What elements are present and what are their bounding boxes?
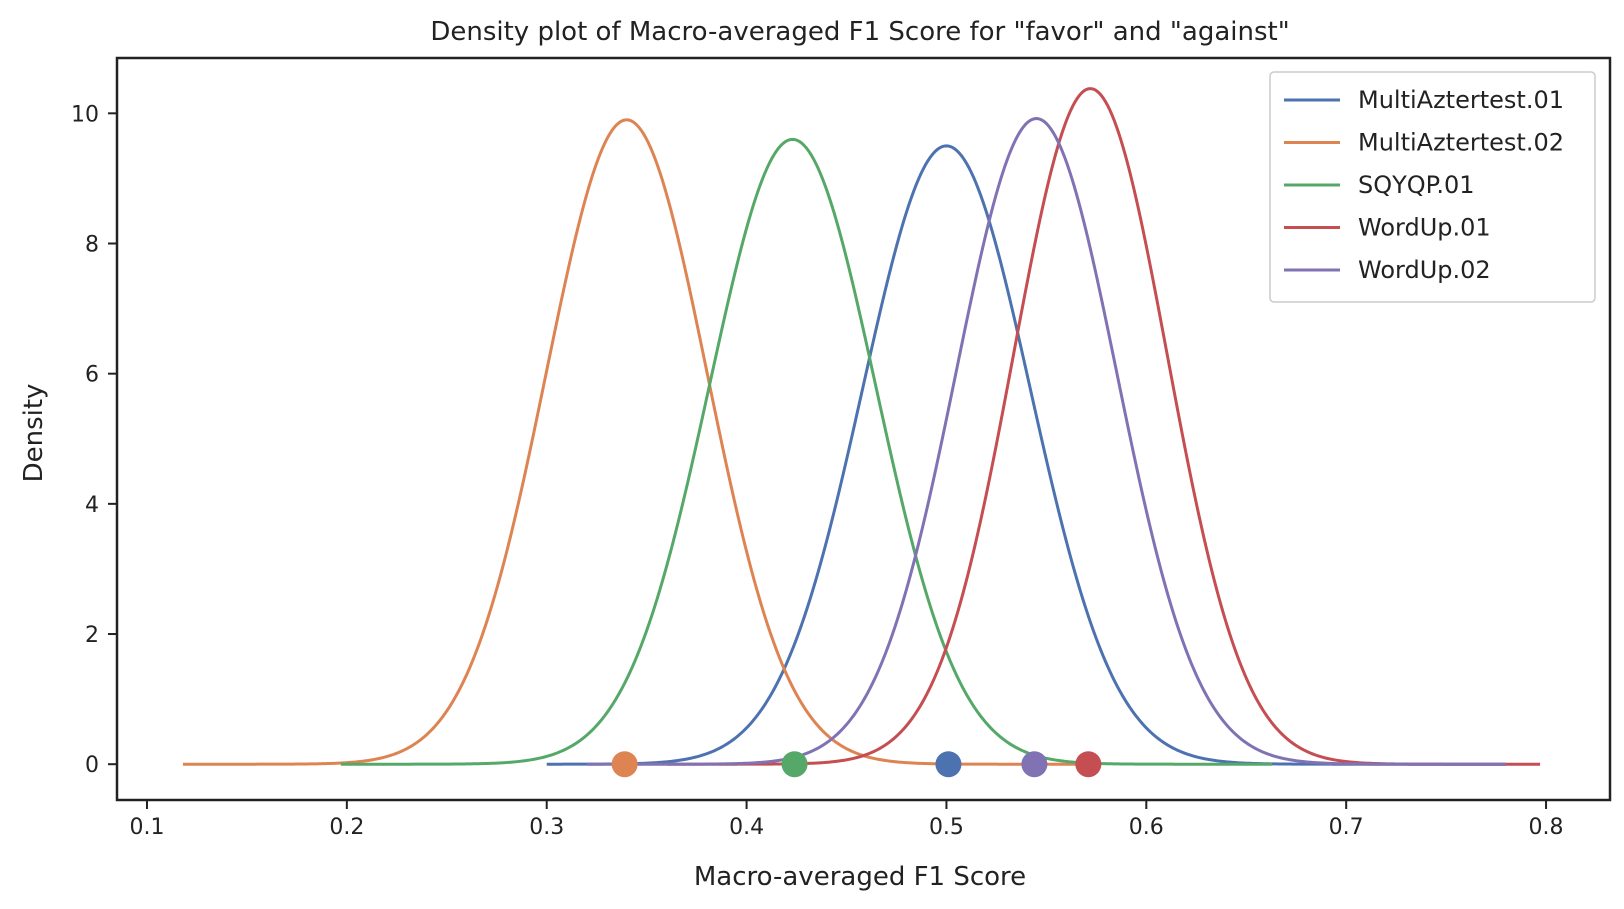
legend-label-4: WordUp.01 (1358, 214, 1491, 242)
legend-box (1269, 71, 1596, 303)
mean-markers (611, 751, 1102, 778)
y-tick-label: 4 (85, 493, 99, 518)
y-tick-label: 2 (85, 623, 99, 648)
y-tick-label: 8 (85, 233, 99, 258)
plot-frame (115, 56, 1612, 802)
legend-label-2: MultiAztertest.02 (1358, 129, 1564, 157)
x-tick-label: 0.1 (129, 815, 164, 840)
x-tick-label: 0.4 (729, 815, 764, 840)
x-tick-label: 0.5 (929, 815, 964, 840)
x-tick-label: 0.2 (329, 815, 364, 840)
y-tick-label: 0 (85, 753, 99, 778)
x-tick-label: 0.6 (1129, 815, 1164, 840)
density-curve-5 (586, 117, 1507, 766)
x-axis-title: Macro-averaged F1 Score (694, 862, 1026, 892)
y-axis-title: Density (19, 384, 49, 483)
x-tick-label: 0.3 (529, 815, 564, 840)
x-tick-label: 0.7 (1329, 815, 1364, 840)
mean-marker-1 (935, 751, 962, 778)
mean-marker-5 (1021, 751, 1048, 778)
y-tick-label: 6 (85, 363, 99, 388)
mean-marker-4 (1075, 751, 1102, 778)
plot-area (182, 87, 1541, 766)
x-tick-label: 0.8 (1529, 815, 1564, 840)
density-curve-3 (340, 137, 1273, 766)
y-tick-label: 10 (71, 102, 99, 127)
legend-label-3: SQYQP.01 (1358, 171, 1475, 199)
axes: 0.1 0.2 0.3 0.4 0.5 0.6 0.7 0.8 0 2 4 6 8 10 (71, 56, 1612, 840)
legend: MultiAztertest.01 MultiAztertest.02 SQYQP.… (1269, 71, 1596, 303)
chart-title: Density plot of Macro-averaged F1 Score … (430, 17, 1289, 47)
mean-marker-2 (611, 751, 638, 778)
legend-label-5: WordUp.02 (1358, 256, 1491, 284)
legend-label-1: MultiAztertest.01 (1358, 86, 1564, 114)
density-curve-2 (182, 118, 1087, 766)
mean-marker-3 (781, 751, 808, 778)
